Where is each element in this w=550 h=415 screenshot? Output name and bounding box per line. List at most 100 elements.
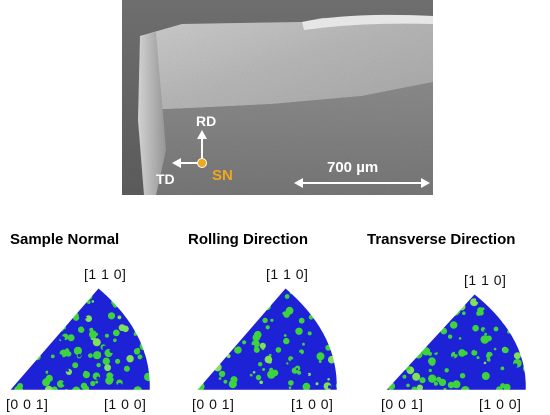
ipf-grain bbox=[204, 366, 209, 371]
ipf-grain bbox=[102, 345, 108, 351]
ipf-grain bbox=[514, 379, 518, 382]
ipf-grain bbox=[50, 335, 55, 340]
ipf-grain bbox=[228, 288, 237, 291]
ipf-grain bbox=[85, 315, 92, 322]
ipf-grain bbox=[476, 297, 481, 303]
ipf-grain bbox=[516, 320, 525, 328]
ipf-grain bbox=[211, 299, 219, 307]
ipf-grain bbox=[202, 379, 205, 382]
ipf-grain bbox=[88, 353, 93, 358]
ipf-grain bbox=[27, 322, 36, 331]
ipf-grain bbox=[25, 381, 30, 385]
ipf-grain bbox=[210, 351, 213, 354]
ipf-grain bbox=[458, 337, 462, 340]
ipf-grain bbox=[242, 340, 247, 345]
ipf-grain bbox=[236, 387, 241, 390]
ipf-grain bbox=[395, 359, 401, 365]
ipf-grain bbox=[448, 297, 452, 300]
ipf-grain bbox=[496, 386, 502, 390]
ipf-grain bbox=[433, 381, 438, 386]
ipf-grain bbox=[50, 354, 55, 359]
ipf-grain bbox=[419, 377, 426, 384]
ipf-grain bbox=[237, 291, 244, 298]
ipf-grain bbox=[245, 288, 254, 294]
ipf-grain bbox=[202, 292, 211, 301]
title-transverse-direction: Transverse Direction bbox=[367, 231, 516, 248]
ipf-grain bbox=[428, 368, 432, 373]
ipf-grain bbox=[524, 314, 527, 320]
ipf-grain bbox=[57, 354, 63, 360]
ipf-grain bbox=[108, 377, 114, 382]
ipf-grain bbox=[288, 386, 292, 390]
ipf-grain bbox=[10, 306, 13, 313]
ipf-grain bbox=[57, 320, 64, 327]
ipf-grain bbox=[77, 353, 82, 358]
ipf-grain bbox=[201, 329, 206, 334]
ipf-grain bbox=[520, 321, 525, 326]
ipf-grain bbox=[91, 300, 95, 303]
ipf-grain bbox=[149, 360, 151, 365]
ipf-grain bbox=[288, 380, 294, 386]
ipf-grain bbox=[486, 335, 492, 342]
ipf-grain bbox=[476, 368, 480, 372]
ipf-grain bbox=[204, 327, 209, 331]
ipf-grain bbox=[449, 321, 458, 329]
ipf-grain bbox=[421, 347, 431, 356]
ipf-grain bbox=[307, 331, 312, 336]
ipf-grain bbox=[62, 381, 66, 385]
ipf-grain bbox=[53, 308, 59, 314]
ipf-grain bbox=[234, 346, 242, 354]
ipf-grain bbox=[440, 327, 448, 335]
ipf-grain bbox=[86, 300, 91, 304]
ipf-grain bbox=[47, 289, 55, 297]
ipf-grain bbox=[498, 302, 508, 312]
ipf-grain bbox=[96, 362, 101, 368]
ipf-grain bbox=[221, 352, 225, 356]
ipf-grain bbox=[137, 354, 143, 360]
ipf-grain bbox=[337, 311, 338, 319]
ipf-grain bbox=[387, 297, 393, 303]
ipf-grain bbox=[27, 328, 30, 332]
ipf-grain bbox=[126, 355, 134, 363]
ipf-grain bbox=[323, 365, 327, 369]
ipf-grain bbox=[268, 314, 272, 318]
sem-micrograph: RD TD SN 700 µm bbox=[122, 0, 433, 195]
ipf-grain bbox=[298, 317, 305, 324]
ipf-grain bbox=[57, 380, 65, 388]
ipf-grain bbox=[390, 301, 395, 306]
ipf-grain bbox=[420, 314, 424, 319]
ipf-grain bbox=[57, 289, 66, 298]
ipf-grain bbox=[454, 351, 458, 355]
ipf-grain bbox=[307, 372, 311, 376]
ipf-grain bbox=[66, 369, 69, 372]
ipf-grain bbox=[208, 382, 211, 385]
ipf-grain bbox=[10, 345, 16, 354]
ipf-grain bbox=[43, 335, 49, 342]
ipf-grain bbox=[47, 370, 52, 374]
ipf-grain bbox=[471, 349, 478, 356]
ipf-grain bbox=[494, 369, 498, 373]
ipf-grain bbox=[33, 353, 41, 361]
ipf-grain bbox=[418, 297, 423, 302]
ipf-grain bbox=[463, 351, 468, 356]
ipf-grain bbox=[304, 288, 310, 290]
ipf-grain bbox=[524, 294, 527, 298]
ipf-grain bbox=[257, 370, 260, 373]
ipf-grain bbox=[502, 376, 507, 380]
ipf-texture bbox=[10, 288, 151, 390]
ipf-grain bbox=[78, 326, 85, 333]
ipf-grain bbox=[125, 321, 131, 327]
ipf-grain bbox=[326, 335, 330, 338]
ipf-grain bbox=[213, 290, 219, 295]
ipf-grain bbox=[296, 304, 300, 308]
ipf-grain bbox=[327, 378, 330, 381]
ipf-grain bbox=[197, 308, 201, 312]
ipf-grain bbox=[241, 327, 245, 331]
ipf-grain bbox=[89, 330, 97, 339]
ipf-grain bbox=[497, 300, 500, 304]
td-label-001: [0 0 1] bbox=[381, 396, 424, 412]
ipf-grain bbox=[13, 355, 23, 365]
ipf-grain bbox=[283, 334, 287, 337]
ipf-grain bbox=[117, 382, 122, 388]
ipf-grain bbox=[258, 362, 263, 367]
